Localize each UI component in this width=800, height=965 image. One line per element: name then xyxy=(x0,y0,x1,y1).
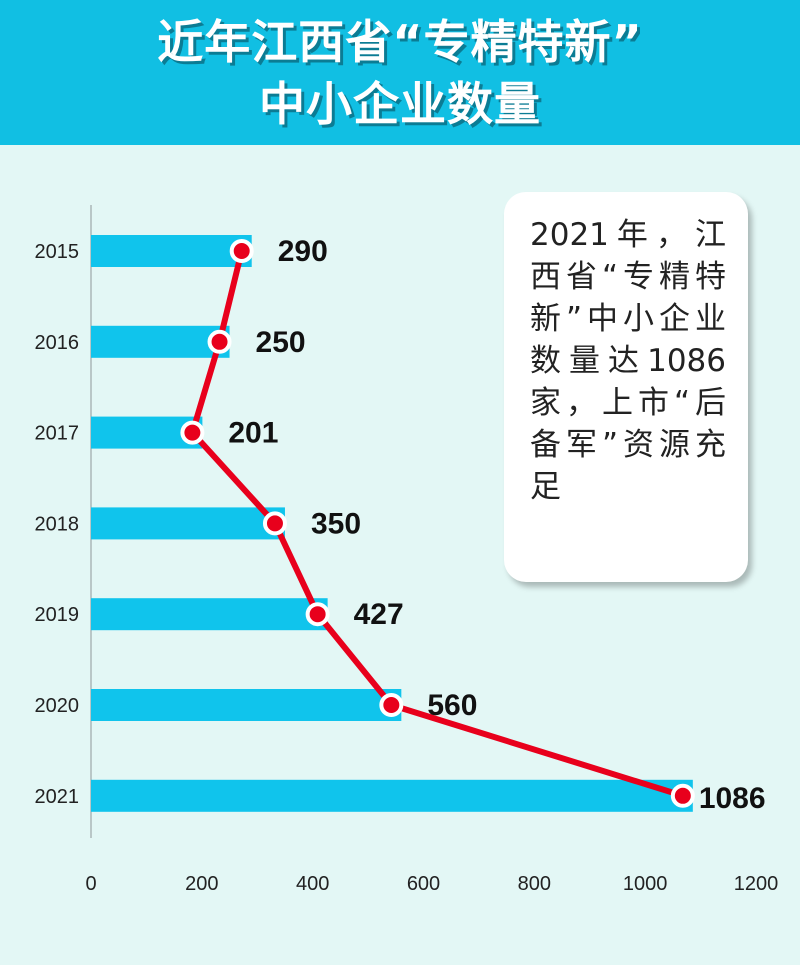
line-point xyxy=(305,602,330,627)
title-banner: 近年江西省“专精特新” 中小企业数量 xyxy=(0,0,800,145)
data-label: 290 xyxy=(278,235,328,268)
y-tick-label: 2017 xyxy=(35,423,80,445)
y-tick-label: 2016 xyxy=(35,332,80,354)
data-label: 350 xyxy=(311,507,361,540)
data-label: 201 xyxy=(228,417,278,450)
labels-layer: 290 250 201 350 427 560 1086 xyxy=(228,235,765,815)
bar xyxy=(91,779,693,812)
bar xyxy=(91,689,402,721)
data-label: 560 xyxy=(427,689,477,722)
x-tick-label: 0 xyxy=(85,873,96,895)
line-point xyxy=(262,511,287,536)
bar xyxy=(91,507,285,540)
y-tick-label: 2015 xyxy=(35,241,80,263)
bar xyxy=(91,235,252,267)
y-tick-label: 2019 xyxy=(35,604,80,626)
line-point xyxy=(207,329,232,354)
chart-title-line-1: 近年江西省“专精特新” xyxy=(157,15,643,69)
x-tick-label: 400 xyxy=(296,873,329,895)
bars-layer xyxy=(91,235,693,812)
data-label: 1086 xyxy=(699,782,766,815)
x-tick-label: 1000 xyxy=(623,873,668,895)
x-tick-label: 600 xyxy=(407,873,440,895)
bar xyxy=(91,598,328,631)
x-tick-label: 1200 xyxy=(734,873,779,895)
note-box: 2021年，江西省“专精特新”中小企业数量达1086家，上市“后备军”资源充足 xyxy=(504,192,748,582)
line-point xyxy=(670,783,695,808)
y-tick-label: 2020 xyxy=(35,695,80,717)
data-label: 427 xyxy=(354,598,404,631)
chart-title-line-2: 中小企业数量 xyxy=(259,77,541,131)
line-point xyxy=(180,420,205,445)
x-tick-label: 200 xyxy=(185,873,218,895)
bar xyxy=(91,325,230,358)
line-point xyxy=(229,239,254,263)
y-tick-label: 2021 xyxy=(35,786,80,808)
x-tick-label: 800 xyxy=(518,873,551,895)
data-label: 250 xyxy=(256,326,306,359)
note-text: 2021年，江西省“专精特新”中小企业数量达1086家，上市“后备军”资源充足 xyxy=(530,217,726,505)
axis-layer: 2015 2016 2017 2018 2019 2020 2021 0 200 400 600 80… xyxy=(35,241,779,895)
y-tick-label: 2018 xyxy=(35,513,80,535)
line-point xyxy=(379,693,404,717)
line-layer xyxy=(180,239,695,808)
